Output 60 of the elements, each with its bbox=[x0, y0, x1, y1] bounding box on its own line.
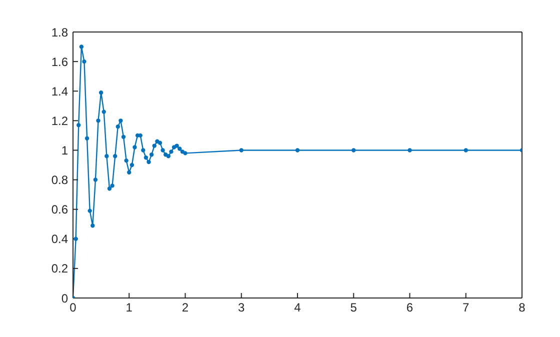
point bbox=[172, 145, 176, 150]
point bbox=[76, 123, 81, 128]
point bbox=[121, 134, 126, 140]
x-tick-label: 1 bbox=[126, 300, 133, 315]
point bbox=[130, 162, 134, 168]
x-tick-label: 2 bbox=[182, 300, 189, 315]
point bbox=[239, 148, 244, 152]
point bbox=[141, 148, 146, 152]
point bbox=[98, 90, 104, 95]
point bbox=[144, 156, 148, 160]
x-tick-label: 8 bbox=[518, 300, 526, 315]
point bbox=[116, 124, 120, 129]
y-tick-label: 0.2 bbox=[51, 262, 68, 276]
point bbox=[110, 184, 114, 188]
y-tick-label: 0 bbox=[61, 291, 68, 306]
point bbox=[174, 144, 179, 148]
point bbox=[164, 152, 168, 157]
y-tick-label: 1.4 bbox=[51, 84, 68, 98]
point bbox=[352, 148, 356, 152]
x-tick-label: 7 bbox=[462, 300, 470, 315]
point bbox=[118, 118, 123, 123]
point bbox=[464, 148, 468, 152]
point bbox=[124, 158, 128, 163]
point bbox=[160, 148, 165, 152]
y-tick-label: 1.8 bbox=[51, 25, 68, 40]
y-tick-label: 0.4 bbox=[51, 232, 68, 246]
point bbox=[79, 44, 84, 49]
point bbox=[88, 208, 92, 213]
point bbox=[102, 110, 106, 114]
point bbox=[408, 148, 412, 152]
point bbox=[84, 136, 90, 140]
point bbox=[127, 170, 132, 174]
point bbox=[166, 154, 171, 158]
point bbox=[90, 223, 95, 228]
point bbox=[132, 145, 137, 150]
point bbox=[93, 178, 98, 182]
point bbox=[178, 146, 182, 151]
point bbox=[158, 140, 162, 145]
point bbox=[107, 186, 112, 191]
x-tick-label: 6 bbox=[406, 300, 414, 315]
point bbox=[183, 151, 188, 156]
point bbox=[149, 152, 154, 157]
y-tick-label: 1.2 bbox=[51, 114, 68, 128]
x-tick-label: 3 bbox=[238, 300, 246, 315]
y-tick-label: 1.6 bbox=[51, 54, 68, 69]
point bbox=[82, 59, 86, 64]
point bbox=[295, 148, 300, 152]
x-tick-label: 4 bbox=[294, 300, 302, 315]
y-tick-label: 0.8 bbox=[51, 173, 68, 188]
x-tick-label: 5 bbox=[350, 300, 358, 315]
point bbox=[155, 139, 160, 144]
point bbox=[180, 150, 185, 154]
y-tick-label: 1 bbox=[61, 143, 68, 158]
y-tick-label: 0.6 bbox=[51, 202, 68, 217]
point bbox=[146, 160, 151, 164]
point bbox=[104, 154, 109, 158]
point bbox=[112, 154, 118, 158]
point bbox=[152, 144, 156, 148]
point bbox=[169, 150, 174, 154]
point bbox=[96, 118, 100, 123]
